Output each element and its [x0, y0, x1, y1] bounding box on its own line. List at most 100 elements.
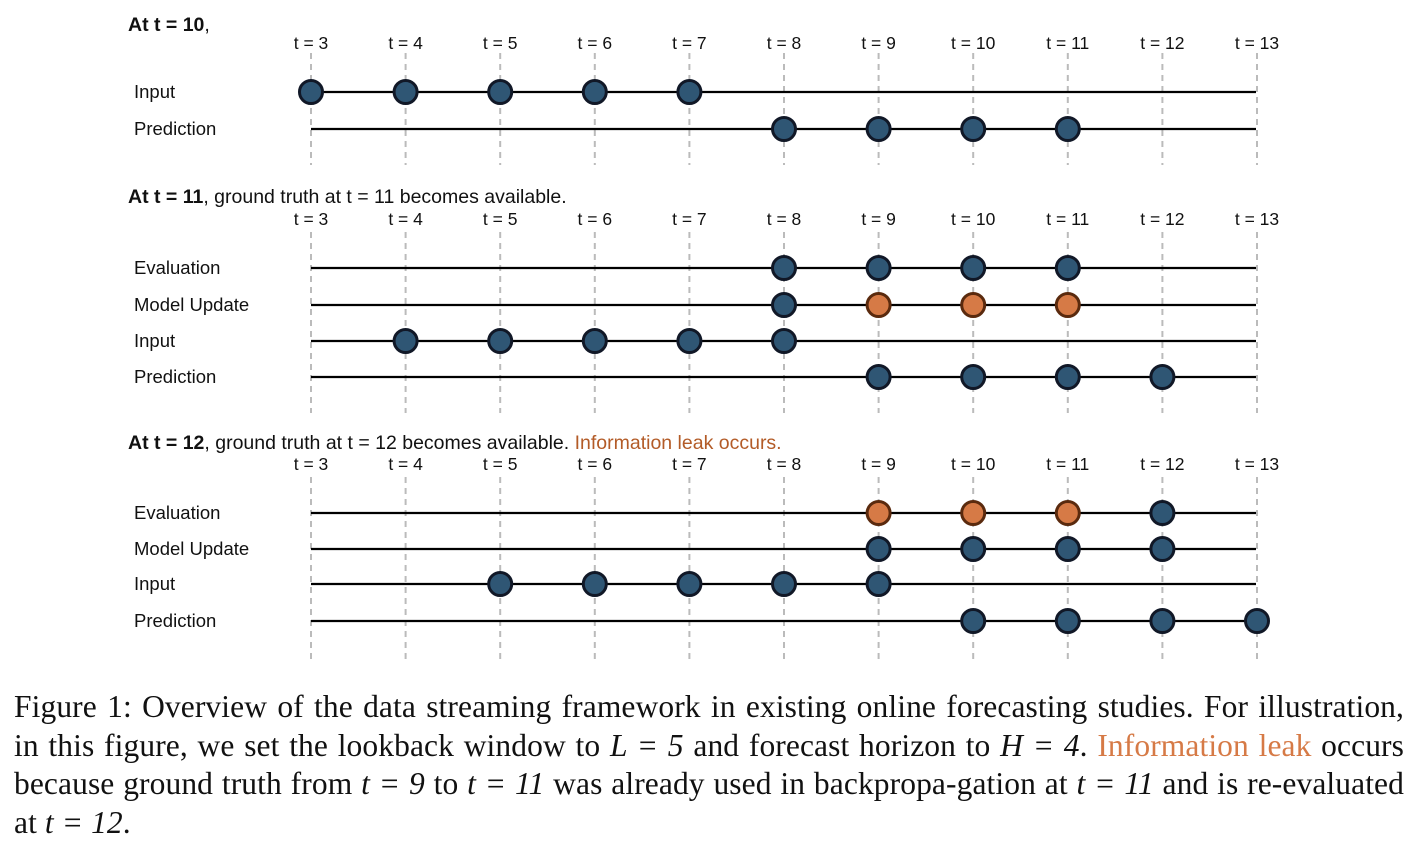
time-label: t = 9 [861, 33, 896, 53]
time-label: t = 11 [1046, 209, 1089, 229]
caption-part2: and forecast horizon to [683, 727, 1001, 763]
time-label: t = 5 [483, 33, 518, 53]
time-label: t = 4 [388, 33, 423, 53]
figure-caption: Figure 1: Overview of the data streaming… [14, 688, 1404, 842]
row-input: Input [134, 79, 1256, 105]
node-blue [1054, 255, 1081, 281]
caption-part4: occurs because ground truth from [14, 727, 1404, 802]
time-label: t = 8 [767, 33, 802, 53]
time-label: t = 3 [294, 209, 329, 229]
row-label: Input [134, 81, 175, 102]
node-blue [960, 255, 987, 281]
time-label: t = 3 [294, 33, 329, 53]
node-blue [771, 292, 797, 318]
time-label: t = 10 [951, 33, 996, 53]
node-orange [1054, 292, 1081, 318]
node-blue [960, 608, 987, 634]
node-blue [581, 328, 608, 354]
caption-part8: . [122, 804, 131, 840]
node-blue [960, 364, 987, 390]
node-blue [392, 328, 419, 354]
node-blue [960, 536, 987, 562]
node-blue [487, 571, 514, 597]
time-label: t = 12 [1140, 33, 1184, 53]
row-label: Prediction [134, 118, 216, 139]
caption-t11a: t = 11 [467, 766, 545, 801]
node-blue [1149, 536, 1176, 562]
node-blue [487, 79, 514, 105]
node-blue [581, 571, 608, 597]
node-blue [1244, 608, 1270, 634]
row-label: Prediction [134, 610, 216, 631]
node-orange [960, 500, 987, 526]
time-label: t = 5 [483, 454, 518, 474]
panel-title-leak: Information leak occurs. [575, 432, 782, 454]
time-label: t = 4 [388, 454, 423, 474]
row-label: Evaluation [134, 502, 220, 523]
panel-title: At t = 12, ground truth at t = 12 become… [128, 432, 782, 454]
panel-title: At t = 11, ground truth at t = 11 become… [128, 186, 567, 208]
node-blue [865, 116, 892, 142]
node-blue [676, 571, 703, 597]
panel-title-bold: At t = 10 [128, 14, 205, 36]
node-blue [865, 536, 892, 562]
node-blue [1149, 364, 1176, 390]
row-label: Model Update [134, 294, 249, 315]
node-blue [1149, 608, 1176, 634]
row-label: Evaluation [134, 257, 220, 278]
caption-t11b: t = 11 [1076, 766, 1154, 801]
caption-info-leak: Information leak [1097, 727, 1312, 763]
time-label: t = 12 [1140, 454, 1184, 474]
panel-title-rest: , ground truth at t = 11 becomes availab… [203, 186, 566, 208]
node-blue [1054, 364, 1081, 390]
time-label: t = 13 [1235, 209, 1279, 229]
time-label: t = 6 [578, 209, 613, 229]
time-label: t = 10 [951, 454, 996, 474]
row-label: Prediction [134, 366, 216, 387]
node-orange [1054, 500, 1081, 526]
caption-part7: and is re-evaluated at [14, 766, 1404, 840]
row-model-update: Model Update [134, 292, 1256, 318]
node-blue [1149, 500, 1176, 526]
time-label: t = 11 [1046, 454, 1089, 474]
time-label: t = 13 [1235, 454, 1279, 474]
row-label: Model Update [134, 538, 249, 559]
node-blue [1054, 608, 1081, 634]
time-label: t = 7 [672, 33, 707, 53]
time-label: t = 7 [672, 454, 707, 474]
node-blue [1054, 116, 1081, 142]
row-input: Input [134, 328, 1256, 354]
caption-L-eq: L = 5 [609, 727, 684, 763]
row-input: Input [134, 571, 1256, 597]
time-label: t = 3 [294, 454, 329, 474]
streaming-framework-diagram: At t = 10, t = 3 t = 4 t = 5 t = 6 t = 7 t = 8… [128, 14, 1279, 660]
node-blue [771, 116, 797, 142]
time-label: t = 4 [388, 209, 423, 229]
caption-part1: Figure 1: Overview of the data streaming… [14, 689, 1404, 763]
time-label: t = 7 [672, 209, 707, 229]
node-orange [865, 292, 892, 318]
caption-part5: to [424, 766, 468, 801]
panel-title-bold: At t = 12 [128, 432, 205, 454]
caption-t9: t = 9 [361, 766, 425, 801]
row-evaluation: Evaluation [134, 500, 1256, 526]
row-label: Input [134, 573, 175, 594]
node-orange [865, 500, 892, 526]
row-prediction: Prediction [134, 364, 1256, 390]
time-label: t = 8 [767, 209, 802, 229]
node-blue [960, 116, 987, 142]
time-label: t = 6 [578, 33, 613, 53]
node-blue [865, 364, 892, 390]
time-label: t = 12 [1140, 209, 1184, 229]
node-blue [865, 571, 892, 597]
node-blue [771, 571, 797, 597]
caption-part3: . [1079, 727, 1098, 763]
node-blue [581, 79, 608, 105]
node-blue [676, 79, 703, 105]
panel-title: At t = 10, [128, 14, 210, 36]
caption-t12: t = 12 [44, 804, 123, 840]
time-label: t = 6 [578, 454, 613, 474]
time-label: t = 10 [951, 209, 996, 229]
panel-1: At t = 10, t = 3 t = 4 t = 5 t = 6 t = 7 t = 8… [128, 14, 1279, 165]
node-orange [960, 292, 987, 318]
